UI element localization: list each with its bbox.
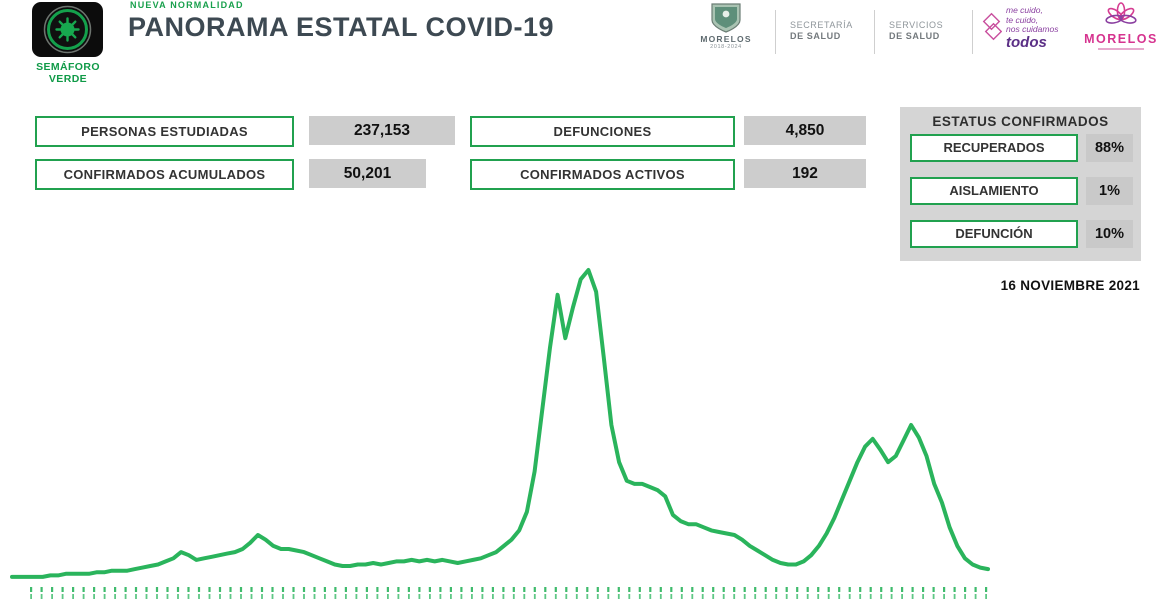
brand-tagline-placeholder [1098,48,1144,50]
stat-value-defunciones: 4,850 [744,116,866,145]
stat-value-personas-estudiadas: 237,153 [309,116,455,145]
me-cuido-campaign-logo: me cuido, te cuido, nos cuidamos todos [982,4,1058,52]
report-date: 16 NOVIEMBRE 2021 [1000,278,1140,293]
semaforo-word: SEMÁFORO [36,61,100,73]
secretaria-de-salud-logo: SECRETARÍA DE SALUD [790,20,853,42]
servicios-line1: SERVICIOS [889,20,944,30]
me-cuido-text: me cuido, te cuido, nos cuidamos todos [1006,6,1058,50]
logo-divider [972,10,973,54]
estatus-confirmados-panel: ESTATUS CONFIRMADOS RECUPERADOS 88% AISL… [900,107,1141,261]
traffic-light-virus-icon [43,5,92,54]
morelos-crest-icon [711,3,741,33]
brand-name: MORELOS [1084,32,1158,46]
secretaria-line2: DE SALUD [790,31,841,41]
morelos-flower-icon [1105,2,1137,24]
crest-years: 2018-2024 [710,44,742,50]
me-cuido-emblem-icon [982,12,1002,41]
status-value-recuperados: 88% [1086,134,1133,162]
status-panel-title: ESTATUS CONFIRMADOS [932,114,1109,129]
x-axis-tick-labels [30,587,988,599]
page-title: PANORAMA ESTATAL COVID-19 [128,12,555,42]
stat-label-defunciones: DEFUNCIONES [470,116,735,147]
semaforo-verde-label: SEMÁFORO VERDE [26,61,110,85]
logo-divider [874,10,875,54]
me-cuido-line1: me cuido, [1006,5,1043,16]
stat-label-confirmados-activos: CONFIRMADOS ACTIVOS [470,159,735,190]
verde-word: VERDE [48,73,88,85]
me-cuido-line4: todos [1006,33,1047,51]
logo-divider [775,10,776,54]
status-label-aislamiento: AISLAMIENTO [910,177,1078,205]
status-label-defuncion: DEFUNCIÓN [910,220,1078,248]
status-value-aislamiento: 1% [1086,177,1133,205]
secretaria-line1: SECRETARÍA [790,20,853,30]
servicios-line2: DE SALUD [889,31,940,41]
stat-label-confirmados-acumulados: CONFIRMADOS ACUMULADOS [35,159,294,190]
me-cuido-line3: nos cuidamos [1006,24,1059,35]
cases-line-series [10,268,990,579]
stat-value-confirmados-activos: 192 [744,159,866,188]
supertitle: NUEVA NORMALIDAD [130,0,244,10]
semaforo-verde-badge [32,2,103,57]
servicios-de-salud-logo: SERVICIOS DE SALUD [889,20,943,42]
morelos-government-logo: MORELOS 2018-2024 [693,3,759,50]
morelos-brand-logo: MORELOS [1082,2,1160,50]
stat-value-confirmados-acumulados: 50,201 [309,159,426,188]
status-value-defuncion: 10% [1086,220,1133,248]
stat-label-personas-estudiadas: PERSONAS ESTUDIADAS [35,116,294,147]
status-label-recuperados: RECUPERADOS [910,134,1078,162]
me-cuido-line2: te cuido, [1006,14,1039,25]
crest-name: MORELOS [700,34,752,44]
